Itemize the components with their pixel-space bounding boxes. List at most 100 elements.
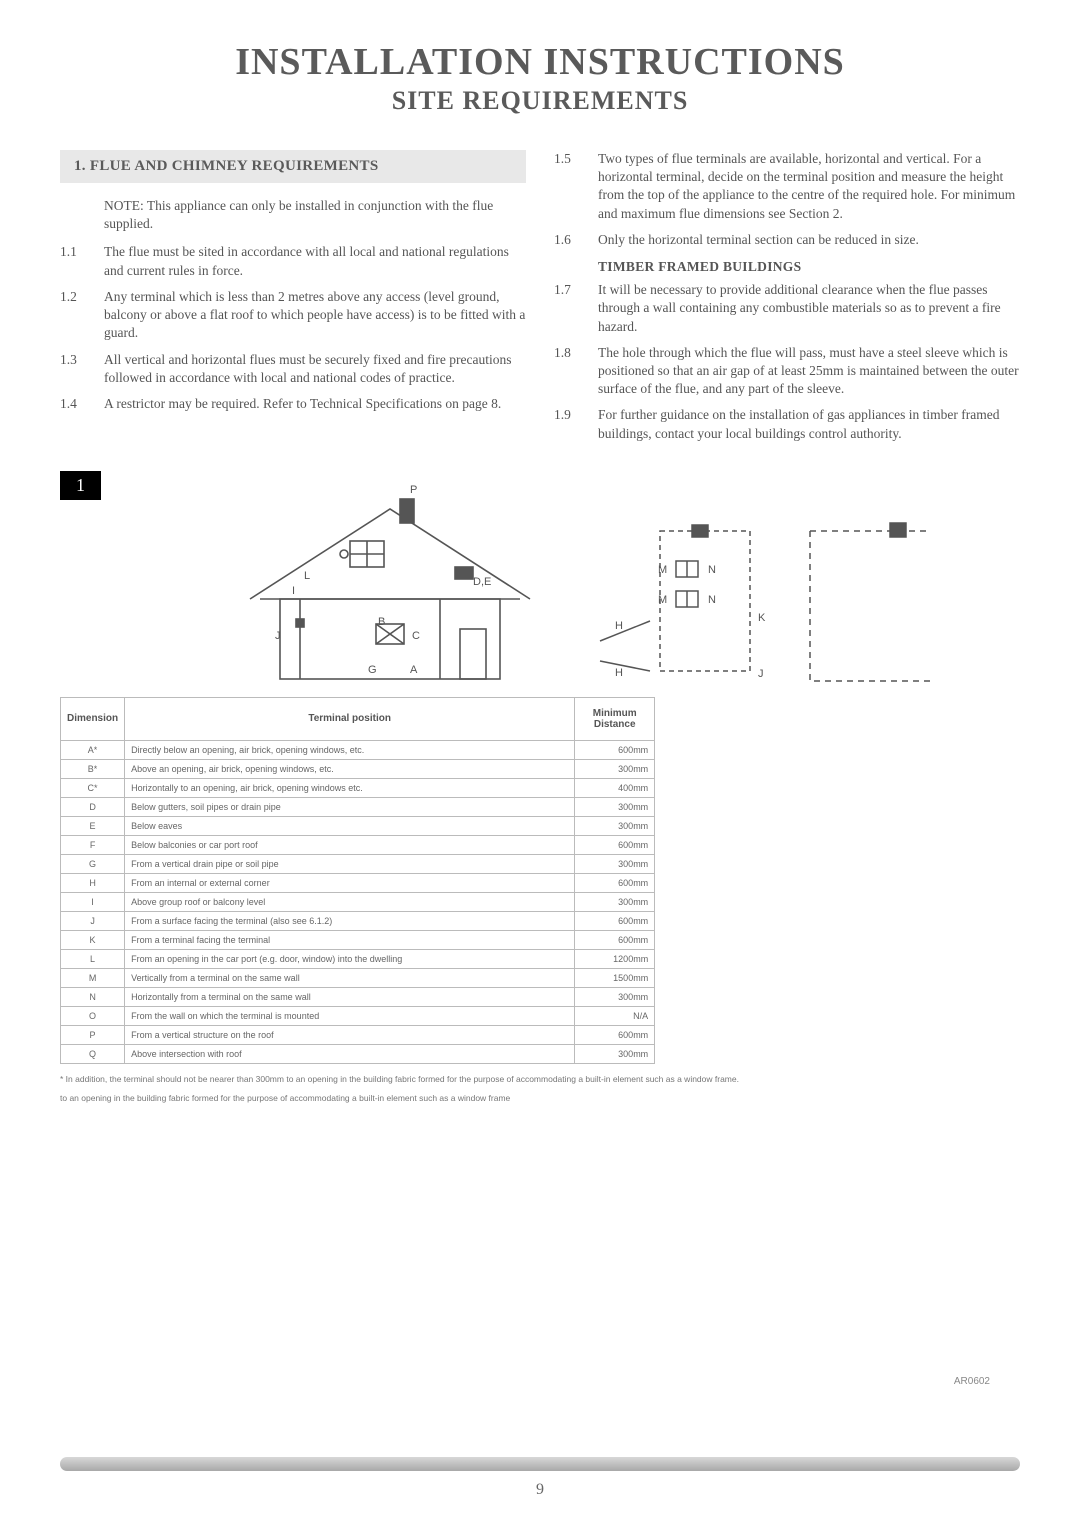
th-position: Terminal position (125, 697, 575, 740)
timber-subheading: TIMBER FRAMED BUILDINGS (598, 259, 1020, 275)
footnote-1: * In addition, the terminal should not b… (60, 1074, 1020, 1085)
cell-dim: M (61, 968, 125, 987)
item-1-5: 1.5Two types of flue terminals are avail… (554, 150, 1020, 223)
item-1-1: 1.1The flue must be sited in accordance … (60, 243, 526, 279)
table-row: B*Above an opening, air brick, opening w… (61, 759, 655, 778)
footer-bar (60, 1457, 1020, 1471)
cell-dim: Q (61, 1044, 125, 1063)
table-row: KFrom a terminal facing the terminal600m… (61, 930, 655, 949)
cell-dim: P (61, 1025, 125, 1044)
building-corner-icon (790, 511, 950, 701)
section-1-note: NOTE: This appliance can only be install… (104, 197, 526, 233)
item-1-4: 1.4A restrictor may be required. Refer t… (60, 395, 526, 413)
cell-pos: From the wall on which the terminal is m… (125, 1006, 575, 1025)
cell-dist: 300mm (575, 816, 655, 835)
table-row: DBelow gutters, soil pipes or drain pipe… (61, 797, 655, 816)
svg-text:K: K (758, 612, 766, 624)
item-num: 1.6 (554, 231, 598, 249)
cell-dist: 300mm (575, 854, 655, 873)
item-1-2: 1.2Any terminal which is less than 2 met… (60, 288, 526, 343)
item-1-3: 1.3All vertical and horizontal flues mus… (60, 351, 526, 387)
item-text: For further guidance on the installation… (598, 406, 1020, 442)
cell-pos: Vertically from a terminal on the same w… (125, 968, 575, 987)
svg-text:J: J (758, 668, 764, 680)
cell-dim: D (61, 797, 125, 816)
cell-pos: Above intersection with roof (125, 1044, 575, 1063)
cell-dist: N/A (575, 1006, 655, 1025)
cell-dim: J (61, 911, 125, 930)
item-text: Only the horizontal terminal section can… (598, 231, 1020, 249)
cell-dist: 300mm (575, 987, 655, 1006)
item-num: 1.2 (60, 288, 104, 343)
table-row: OFrom the wall on which the terminal is … (61, 1006, 655, 1025)
cell-dim: E (61, 816, 125, 835)
cell-dim: O (61, 1006, 125, 1025)
cell-dist: 1200mm (575, 949, 655, 968)
cell-pos: From an opening in the car port (e.g. do… (125, 949, 575, 968)
cell-pos: From a surface facing the terminal (also… (125, 911, 575, 930)
right-column: 1.5Two types of flue terminals are avail… (554, 150, 1020, 451)
svg-text:H: H (615, 620, 623, 632)
house-diagram: P D,E B C G A J I L (60, 471, 1020, 691)
cell-dist: 300mm (575, 1044, 655, 1063)
cell-dist: 1500mm (575, 968, 655, 987)
main-title: INSTALLATION INSTRUCTIONS (60, 40, 1020, 84)
table-row: QAbove intersection with roof300mm (61, 1044, 655, 1063)
item-1-6: 1.6Only the horizontal terminal section … (554, 231, 1020, 249)
item-text: The flue must be sited in accordance wit… (104, 243, 526, 279)
item-text: The hole through which the flue will pas… (598, 344, 1020, 399)
cell-dist: 600mm (575, 911, 655, 930)
th-distance: Minimum Distance (575, 697, 655, 740)
cell-dim: N (61, 987, 125, 1006)
svg-text:M: M (658, 564, 667, 576)
cell-dist: 300mm (575, 797, 655, 816)
item-num: 1.1 (60, 243, 104, 279)
cell-pos: Directly below an opening, air brick, op… (125, 740, 575, 759)
cell-dim: A* (61, 740, 125, 759)
section-1-header: 1. FLUE AND CHIMNEY REQUIREMENTS (60, 150, 526, 183)
svg-text:B: B (378, 616, 385, 628)
cell-pos: Horizontally to an opening, air brick, o… (125, 778, 575, 797)
cell-pos: From a vertical structure on the roof (125, 1025, 575, 1044)
cell-dim: F (61, 835, 125, 854)
item-num: 1.9 (554, 406, 598, 442)
table-row: IAbove group roof or balcony level300mm (61, 892, 655, 911)
cell-pos: Above an opening, air brick, opening win… (125, 759, 575, 778)
item-1-8: 1.8The hole through which the flue will … (554, 344, 1020, 399)
svg-text:J: J (275, 630, 281, 642)
figure-1: 1 (60, 471, 1020, 1104)
cell-pos: Above group roof or balcony level (125, 892, 575, 911)
figure-code: AR0602 (954, 1376, 990, 1387)
svg-text:A: A (410, 664, 418, 676)
cell-pos: Below gutters, soil pipes or drain pipe (125, 797, 575, 816)
cell-dist: 600mm (575, 1025, 655, 1044)
table-row: HFrom an internal or external corner600m… (61, 873, 655, 892)
cell-dim: H (61, 873, 125, 892)
svg-text:G: G (368, 664, 377, 676)
cell-dim: C* (61, 778, 125, 797)
terminal-position-table: Dimension Terminal position Minimum Dist… (60, 697, 655, 1064)
svg-text:N: N (708, 564, 716, 576)
cell-dist: 300mm (575, 759, 655, 778)
table-row: JFrom a surface facing the terminal (als… (61, 911, 655, 930)
cell-dist: 600mm (575, 873, 655, 892)
table-row: FBelow balconies or car port roof600mm (61, 835, 655, 854)
svg-text:P: P (410, 484, 417, 496)
table-row: LFrom an opening in the car port (e.g. d… (61, 949, 655, 968)
svg-text:D,E: D,E (473, 576, 491, 588)
item-num: 1.7 (554, 281, 598, 336)
item-text: Two types of flue terminals are availabl… (598, 150, 1020, 223)
th-dimension: Dimension (61, 697, 125, 740)
item-text: It will be necessary to provide addition… (598, 281, 1020, 336)
item-1-7: 1.7It will be necessary to provide addit… (554, 281, 1020, 336)
svg-text:C: C (412, 630, 420, 642)
table-row: C*Horizontally to an opening, air brick,… (61, 778, 655, 797)
cell-dist: 600mm (575, 930, 655, 949)
svg-text:L: L (304, 570, 310, 582)
two-column-layout: 1. FLUE AND CHIMNEY REQUIREMENTS NOTE: T… (60, 150, 1020, 451)
table-row: EBelow eaves300mm (61, 816, 655, 835)
cell-dim: B* (61, 759, 125, 778)
item-1-9: 1.9For further guidance on the installat… (554, 406, 1020, 442)
cell-dist: 400mm (575, 778, 655, 797)
item-num: 1.8 (554, 344, 598, 399)
